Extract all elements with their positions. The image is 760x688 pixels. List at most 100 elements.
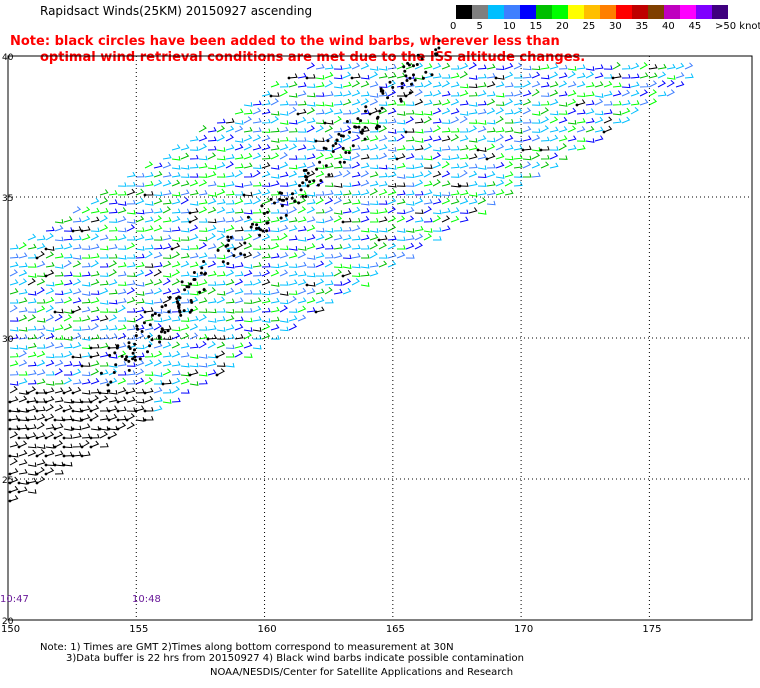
wind-barb [234,108,244,115]
wind-barb [397,245,406,250]
wind-barb [45,261,55,268]
wind-barb [198,279,208,286]
quality-flag-dot [200,266,204,270]
wind-barb [153,359,163,367]
wind-barb [99,197,109,205]
wind-barb [243,242,253,250]
wind-barb [297,297,307,304]
wind-barb [207,260,217,268]
wind-barb [117,305,126,313]
wind-barb [540,145,550,151]
wind-barb [342,234,352,241]
wind-barb [396,174,406,179]
wind-barb [342,156,352,161]
wind-barb [306,199,316,205]
quality-flag-dot [363,125,367,129]
wind-barb [225,344,235,350]
wind-barb [243,233,253,241]
wind-barb [171,172,181,178]
wind-barb [360,80,370,88]
wind-barb [468,192,478,197]
quality-flag-dot [8,490,12,494]
quality-flag-dot [80,409,84,413]
quality-flag-dot [26,436,30,440]
wind-barb [603,109,613,115]
wind-barb [306,117,316,124]
wind-barb [171,361,181,367]
quality-flag-dot [116,418,120,422]
wind-barb [126,325,136,331]
wind-barb [288,143,298,151]
wind-barb [351,244,361,250]
wind-barb [396,236,406,241]
wind-barb [558,126,568,133]
wind-barb [486,127,496,133]
wind-barb [288,206,298,214]
wind-barb [180,152,190,160]
wind-barb [36,449,45,457]
wind-barb [36,476,46,484]
wind-barb [513,62,523,70]
wind-barb [117,182,127,187]
quality-flag-dot [62,391,66,395]
wind-barb [198,379,208,385]
wind-barb [45,246,55,251]
quality-flag-dot [17,490,21,494]
wind-barb [63,398,73,404]
wind-barb [45,269,55,277]
wind-barb [441,145,451,151]
wind-barb [18,359,28,367]
wind-barb [513,74,523,79]
wind-barb [144,407,154,412]
wind-barb [288,323,298,331]
wind-barb [225,362,235,368]
wind-barb [252,144,262,151]
wind-barb [9,396,19,403]
wind-barb [315,272,325,277]
wind-barb [153,405,163,412]
wind-barb [18,278,28,286]
wind-barb [63,377,73,385]
wind-barb [297,116,307,124]
wind-barb [333,197,343,205]
wind-barb [315,146,325,152]
wind-barb [252,245,262,250]
quality-flag-dot [170,247,174,251]
quality-flag-dot [116,344,120,348]
quality-flag-dot [249,225,253,229]
wind-barb [378,188,388,196]
wind-barb [297,100,307,106]
wind-barb [288,308,298,313]
wind-barb [171,269,181,277]
wind-barb [594,110,604,116]
quality-flag-dot [35,436,39,440]
scale-label: 15 [529,21,543,32]
wind-barb [504,134,514,142]
wind-barb [225,172,235,178]
wind-barb [45,341,55,349]
quality-flag-dot [476,148,480,152]
wind-barb [252,327,262,332]
wind-barb [36,332,45,340]
note-line-1: Note: black circles have been added to t… [10,34,560,49]
wind-barb [216,362,226,367]
wind-barb [351,73,361,79]
wind-barb [549,63,559,70]
wind-barb [189,224,199,232]
wind-barb [639,99,649,106]
wind-barb [90,290,100,295]
wind-barb [171,261,181,268]
wind-barb [18,314,28,322]
quality-flag-dot [305,178,308,182]
wind-barb [306,153,316,160]
wind-barb [225,243,235,250]
wind-barb [18,350,27,358]
wind-barb [306,83,316,88]
wind-barb [477,82,487,88]
quality-flag-dot [368,112,372,116]
quality-flag-dot [434,48,438,52]
quality-flag-dot [125,355,129,359]
quality-flag-dot [26,427,30,431]
quality-flag-dot [188,211,192,215]
quality-flag-dot [131,351,135,355]
